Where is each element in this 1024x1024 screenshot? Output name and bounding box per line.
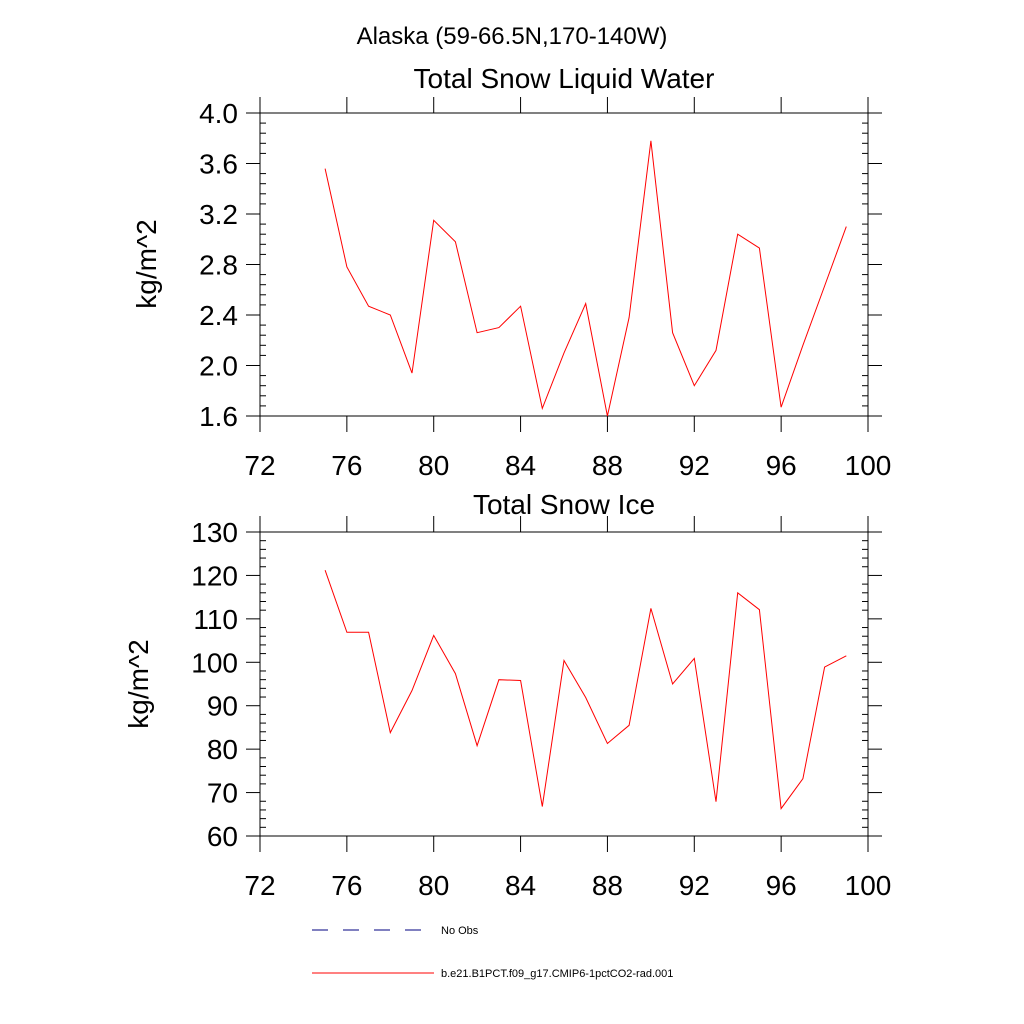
plot-frame [259, 531, 869, 837]
legend: No Obs b.e21.B1PCT.f09_g17.CMIP6-1pctCO2… [312, 925, 673, 980]
y-axis-label: kg/m^2 [131, 219, 162, 308]
y-tick-label: 3.2 [199, 199, 238, 230]
chart-title: Total Snow Ice [473, 489, 655, 520]
y-tick-label: 120 [191, 560, 238, 591]
x-tick-label: 92 [679, 870, 710, 901]
x-tick-label: 72 [244, 870, 275, 901]
chart-panel-liquid-water: Total Snow Liquid Water kg/m^2 72 76 80 84 8… [131, 63, 891, 481]
y-tick-label: 80 [207, 734, 238, 765]
y-tick-label: 60 [207, 821, 238, 852]
chart-panel-snow-ice: Total Snow Ice kg/m^2 72 76 80 84 88 92 96 100 6… [123, 489, 891, 901]
axis-ticks [246, 516, 882, 852]
x-tick-label: 80 [418, 450, 449, 481]
legend-item-obs: No Obs [312, 925, 479, 937]
x-tick-label: 80 [418, 870, 449, 901]
x-tick-label: 84 [505, 870, 536, 901]
axis-ticks [246, 97, 882, 432]
y-tick-label: 70 [207, 778, 238, 809]
tick-labels: 72 76 80 84 88 92 96 100 60 70 80 90 100 110 120 130 [191, 517, 891, 901]
legend-item-model: b.e21.B1PCT.f09_g17.CMIP6-1pctCO2-rad.00… [312, 968, 673, 980]
y-tick-label: 2.4 [199, 300, 238, 331]
x-tick-label: 100 [845, 450, 892, 481]
x-tick-label: 76 [331, 870, 362, 901]
series-line [324, 570, 847, 810]
y-axis-label: kg/m^2 [123, 639, 154, 728]
x-tick-label: 88 [592, 870, 623, 901]
y-tick-label: 110 [193, 604, 238, 635]
series-lines [324, 570, 847, 810]
tick-labels: 72 76 80 84 88 92 96 100 1.6 2.0 2.4 2.8 3.2 3.6 4.0 [199, 98, 891, 481]
y-tick-label: 1.6 [199, 401, 238, 432]
y-tick-label: 130 [191, 517, 238, 548]
y-tick-label: 2.8 [199, 250, 238, 281]
series-lines [324, 140, 847, 417]
x-tick-label: 88 [592, 450, 623, 481]
series-line [324, 140, 847, 417]
legend-label: b.e21.B1PCT.f09_g17.CMIP6-1pctCO2-rad.00… [441, 968, 673, 980]
y-tick-label: 2.0 [199, 351, 238, 382]
plot-frame [259, 112, 869, 417]
y-tick-label: 3.6 [199, 149, 238, 180]
x-tick-label: 96 [766, 870, 797, 901]
y-tick-label: 100 [191, 647, 238, 678]
x-tick-label: 100 [845, 870, 892, 901]
x-tick-label: 96 [766, 450, 797, 481]
y-tick-label: 4.0 [199, 98, 238, 129]
figure-title: Alaska (59-66.5N,170-140W) [357, 23, 668, 50]
x-tick-label: 72 [244, 450, 275, 481]
x-tick-label: 92 [679, 450, 710, 481]
legend-label: No Obs [441, 925, 479, 937]
chart-title: Total Snow Liquid Water [414, 63, 715, 94]
y-tick-label: 90 [207, 691, 238, 722]
x-tick-label: 76 [331, 450, 362, 481]
x-tick-label: 84 [505, 450, 536, 481]
